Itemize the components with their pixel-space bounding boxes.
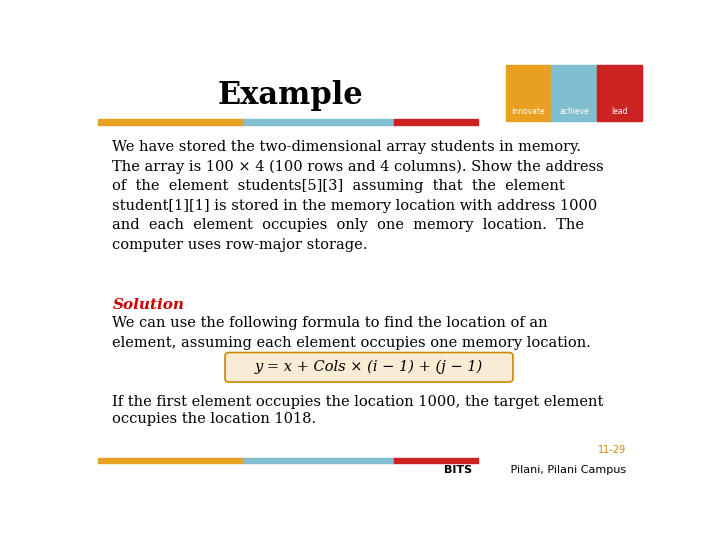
Bar [395,458,478,463]
Text: BITS: BITS [444,465,472,475]
Text: If the first element occupies the location 1000, the target element: If the first element occupies the locati… [112,395,603,409]
Bar [243,119,395,125]
Text: achieve: achieve [559,107,589,116]
Text: innovate: innovate [512,107,545,116]
Bar [597,65,642,121]
Text: y = x + Cols × (i − 1) + (j − 1): y = x + Cols × (i − 1) + (j − 1) [255,360,483,374]
Bar [99,458,243,463]
Text: Solution: Solution [112,298,184,312]
Text: 11-29: 11-29 [598,446,626,455]
Text: Pilani, Pilani Campus: Pilani, Pilani Campus [507,465,626,475]
Bar [243,458,395,463]
Text: occupies the location 1018.: occupies the location 1018. [112,412,317,426]
Text: We can use the following formula to find the location of an
element, assuming ea: We can use the following formula to find… [112,316,591,350]
Text: lead: lead [611,107,628,116]
Text: Example: Example [218,80,364,111]
Text: We have stored the two-dimensional array students in memory.
The array is 100 × : We have stored the two-dimensional array… [112,140,604,252]
FancyBboxPatch shape [225,353,513,382]
Bar [505,65,552,121]
Bar [99,119,243,125]
Bar [395,119,478,125]
Bar [552,65,597,121]
